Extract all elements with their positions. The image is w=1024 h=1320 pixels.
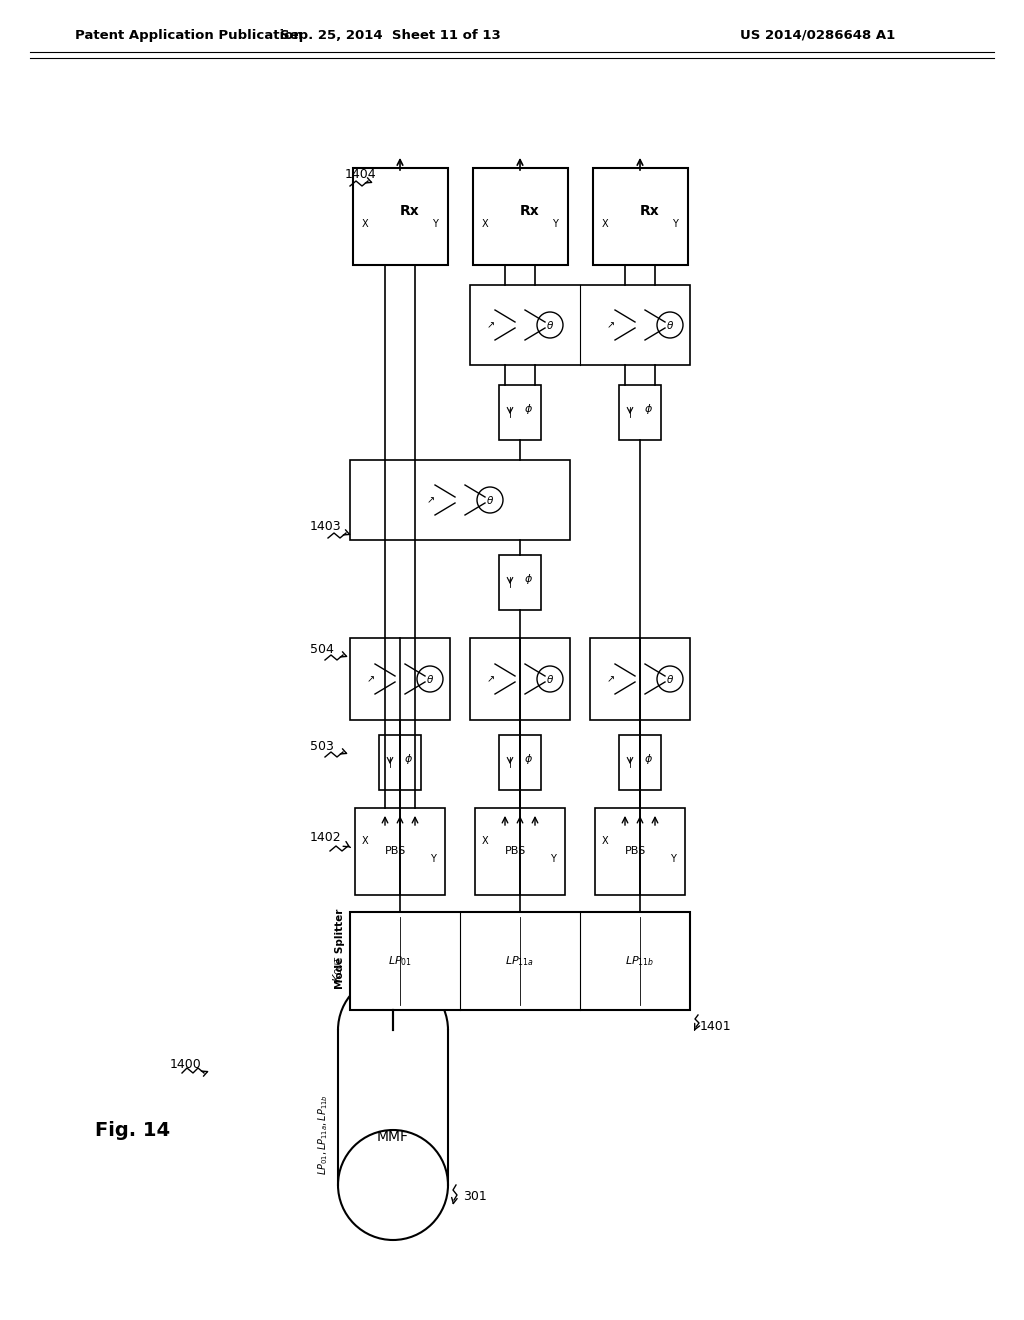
Bar	[593, 168, 688, 265]
Bar	[475, 808, 565, 895]
Text: $K_{OUT}$: $K_{OUT}$	[331, 956, 345, 982]
Bar	[470, 285, 690, 366]
Bar	[499, 735, 541, 789]
Text: 504: 504	[310, 643, 334, 656]
Text: Y: Y	[670, 854, 676, 865]
Text: $\phi$: $\phi$	[523, 572, 532, 586]
Text: $\phi$: $\phi$	[643, 403, 652, 416]
Text: $\theta$: $\theta$	[666, 673, 674, 685]
Text: $\theta$: $\theta$	[546, 673, 554, 685]
Text: Y: Y	[432, 219, 438, 228]
Bar	[590, 638, 690, 719]
Text: 1402: 1402	[310, 832, 342, 843]
Text: X: X	[481, 219, 488, 228]
Text: $\nearrow$: $\nearrow$	[604, 319, 615, 330]
Text: $\nearrow$: $\nearrow$	[425, 495, 435, 506]
Text: $LP_{01}$: $LP_{01}$	[388, 954, 412, 968]
Text: X: X	[481, 836, 488, 846]
Text: $\theta$: $\theta$	[426, 673, 434, 685]
Text: Fig. 14: Fig. 14	[95, 1121, 170, 1139]
Text: PBS: PBS	[505, 846, 525, 855]
Text: Y: Y	[552, 219, 558, 228]
Text: Mode Splitter: Mode Splitter	[335, 908, 345, 989]
Text: $\theta$: $\theta$	[546, 319, 554, 331]
Text: PBS: PBS	[384, 846, 406, 855]
Text: 503: 503	[310, 741, 334, 752]
Text: Patent Application Publication: Patent Application Publication	[75, 29, 303, 41]
Text: Rx: Rx	[520, 205, 540, 218]
Text: Rx: Rx	[400, 205, 420, 218]
Bar	[470, 638, 570, 719]
Text: 1404: 1404	[345, 168, 377, 181]
Text: $\theta$: $\theta$	[666, 319, 674, 331]
Text: $\nearrow$: $\nearrow$	[484, 319, 496, 330]
Bar	[379, 735, 421, 789]
Text: $\nearrow$: $\nearrow$	[604, 675, 615, 684]
Text: Sep. 25, 2014  Sheet 11 of 13: Sep. 25, 2014 Sheet 11 of 13	[280, 29, 501, 41]
Text: $\theta$: $\theta$	[486, 494, 494, 506]
Bar	[355, 808, 445, 895]
Text: $\phi$: $\phi$	[403, 752, 413, 766]
Text: Y: Y	[550, 854, 556, 865]
Bar	[350, 912, 690, 1010]
Text: $LP_{11b}$: $LP_{11b}$	[626, 954, 654, 968]
Text: X: X	[361, 219, 369, 228]
Text: X: X	[602, 219, 608, 228]
Text: $LP_{01},LP_{11a},LP_{11b}$: $LP_{01},LP_{11a},LP_{11b}$	[316, 1094, 330, 1175]
Bar	[473, 168, 568, 265]
Bar	[350, 638, 450, 719]
Text: $\phi$: $\phi$	[643, 752, 652, 766]
Text: 1403: 1403	[310, 520, 342, 533]
Bar	[350, 459, 570, 540]
Text: MMF: MMF	[377, 1130, 409, 1144]
Bar	[353, 168, 449, 265]
Bar	[499, 385, 541, 440]
Bar	[618, 385, 662, 440]
Bar	[595, 808, 685, 895]
Text: Rx: Rx	[640, 205, 659, 218]
Text: X: X	[602, 836, 608, 846]
Text: 1400: 1400	[170, 1059, 202, 1072]
Text: $\phi$: $\phi$	[523, 403, 532, 416]
Text: X: X	[361, 836, 369, 846]
Text: $\nearrow$: $\nearrow$	[484, 675, 496, 684]
Text: 301: 301	[463, 1191, 486, 1203]
Text: US 2014/0286648 A1: US 2014/0286648 A1	[740, 29, 895, 41]
Bar	[499, 554, 541, 610]
Text: PBS: PBS	[625, 846, 645, 855]
Bar	[618, 735, 662, 789]
Text: 1401: 1401	[700, 1020, 731, 1034]
Text: $\phi$: $\phi$	[523, 752, 532, 766]
Text: Y: Y	[672, 219, 678, 228]
Text: Y: Y	[430, 854, 436, 865]
Text: $\nearrow$: $\nearrow$	[365, 675, 376, 684]
Text: $LP_{11a}$: $LP_{11a}$	[506, 954, 535, 968]
